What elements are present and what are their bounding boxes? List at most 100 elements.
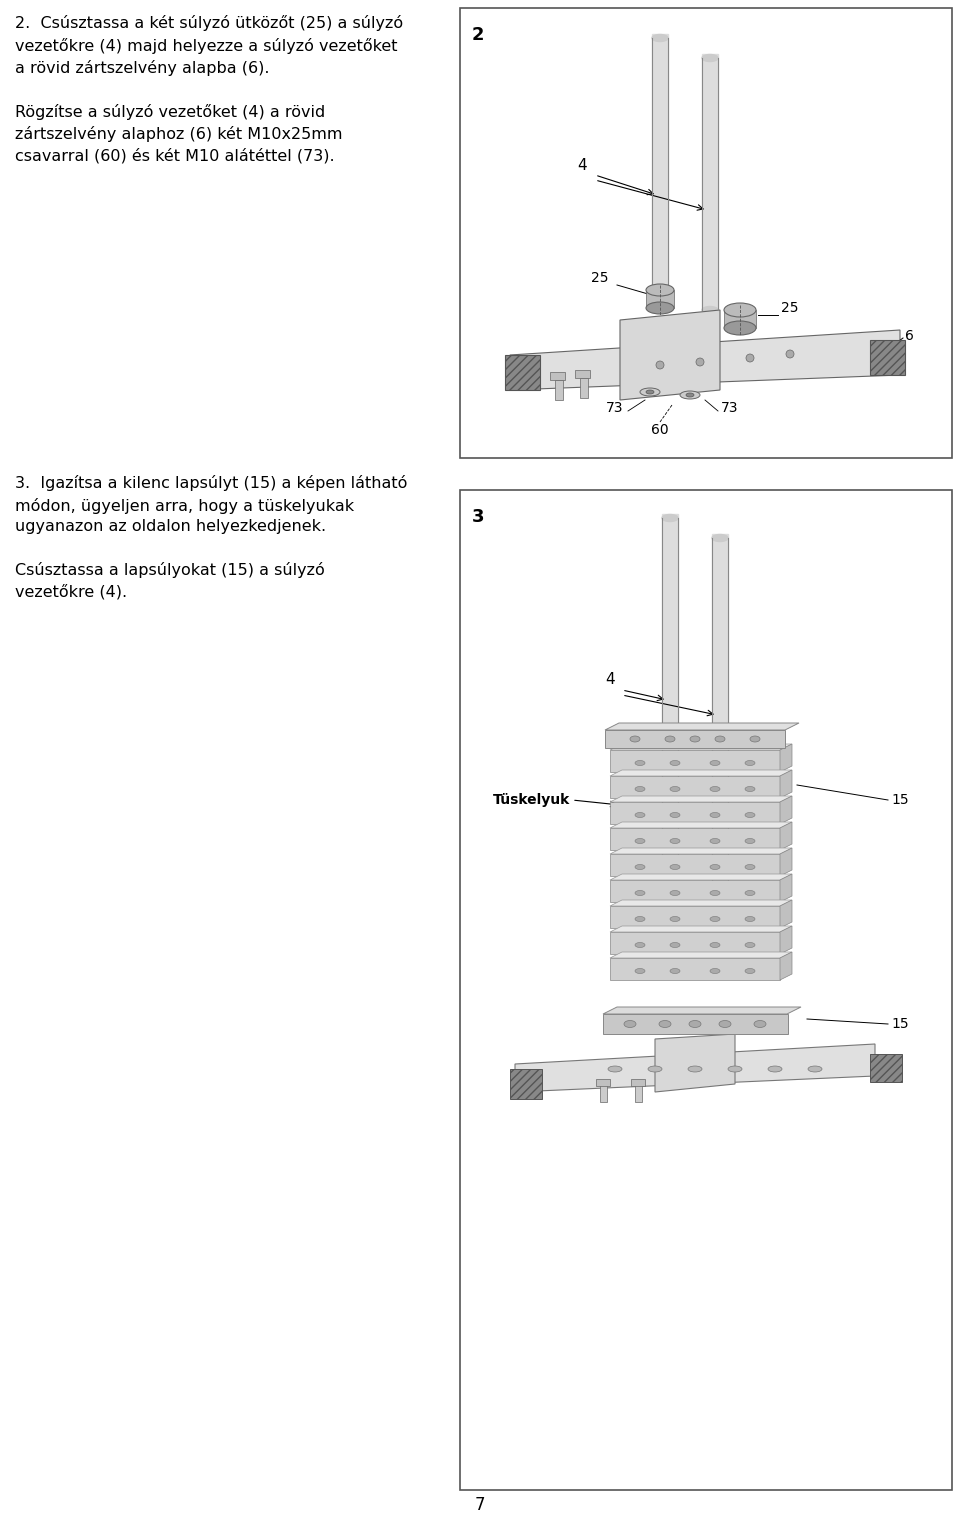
Ellipse shape — [635, 761, 645, 766]
Polygon shape — [610, 957, 780, 980]
Ellipse shape — [768, 1065, 782, 1071]
Text: Tüskelyuk: Tüskelyuk — [492, 793, 570, 807]
Bar — [870, 339, 905, 374]
Ellipse shape — [712, 534, 728, 542]
Polygon shape — [603, 1008, 801, 1014]
Polygon shape — [780, 796, 792, 823]
Ellipse shape — [652, 297, 668, 303]
Ellipse shape — [808, 1065, 822, 1071]
Ellipse shape — [710, 890, 720, 895]
Ellipse shape — [635, 942, 645, 948]
Ellipse shape — [745, 864, 755, 869]
Text: 25: 25 — [781, 301, 799, 315]
Ellipse shape — [635, 890, 645, 895]
Polygon shape — [610, 744, 792, 750]
Ellipse shape — [710, 968, 720, 974]
Ellipse shape — [710, 942, 720, 948]
Polygon shape — [610, 931, 780, 954]
Ellipse shape — [608, 1065, 622, 1071]
Ellipse shape — [635, 864, 645, 869]
Polygon shape — [610, 925, 792, 931]
Text: 73: 73 — [721, 400, 739, 416]
Polygon shape — [610, 854, 780, 877]
Ellipse shape — [652, 35, 668, 41]
Ellipse shape — [710, 813, 720, 817]
Polygon shape — [605, 723, 799, 731]
Polygon shape — [620, 310, 720, 400]
Ellipse shape — [670, 864, 680, 869]
Text: 2.  Csúsztassa a két súlyzó ütközőt (25) a súlyzó
vezetőkre (4) majd helyezze a : 2. Csúsztassa a két súlyzó ütközőt (25) … — [15, 15, 403, 164]
Ellipse shape — [728, 1065, 742, 1071]
Circle shape — [656, 361, 664, 368]
Bar — [596, 1079, 610, 1087]
Ellipse shape — [745, 839, 755, 843]
Bar — [575, 370, 590, 377]
Ellipse shape — [754, 1020, 766, 1027]
Bar — [712, 534, 728, 880]
Bar — [460, 8, 952, 458]
Polygon shape — [780, 951, 792, 980]
Ellipse shape — [690, 737, 700, 743]
Bar — [631, 1079, 645, 1087]
Polygon shape — [610, 880, 780, 903]
Ellipse shape — [702, 55, 718, 61]
Polygon shape — [780, 925, 792, 954]
Ellipse shape — [670, 813, 680, 817]
Bar — [652, 33, 668, 300]
Ellipse shape — [670, 968, 680, 974]
Polygon shape — [780, 744, 792, 772]
Ellipse shape — [710, 916, 720, 921]
Ellipse shape — [630, 737, 640, 743]
Polygon shape — [780, 900, 792, 928]
Polygon shape — [655, 1033, 735, 1091]
Ellipse shape — [624, 1020, 636, 1027]
Bar — [646, 291, 674, 307]
Bar — [600, 1084, 607, 1102]
Circle shape — [786, 350, 794, 358]
Text: 7: 7 — [475, 1496, 485, 1514]
Ellipse shape — [745, 942, 755, 948]
Ellipse shape — [635, 787, 645, 791]
Ellipse shape — [710, 864, 720, 869]
Ellipse shape — [724, 321, 756, 335]
Ellipse shape — [750, 737, 760, 743]
Ellipse shape — [646, 285, 674, 295]
Polygon shape — [610, 874, 792, 880]
Bar — [724, 310, 756, 329]
Polygon shape — [610, 770, 792, 776]
Text: 15: 15 — [891, 1017, 909, 1030]
Ellipse shape — [680, 391, 700, 399]
Ellipse shape — [635, 813, 645, 817]
Ellipse shape — [640, 388, 660, 396]
Ellipse shape — [670, 890, 680, 895]
Bar — [460, 490, 952, 1490]
Bar — [870, 1055, 902, 1082]
Ellipse shape — [670, 787, 680, 791]
Bar — [662, 514, 678, 871]
Ellipse shape — [745, 916, 755, 921]
Ellipse shape — [688, 1065, 702, 1071]
Polygon shape — [610, 951, 792, 957]
Ellipse shape — [745, 761, 755, 766]
Polygon shape — [510, 330, 900, 390]
Text: 3.  Igazítsa a kilenc lapsúlyt (15) a képen látható
módon, ügyeljen arra, hogy a: 3. Igazítsa a kilenc lapsúlyt (15) a kép… — [15, 475, 407, 600]
Bar — [635, 1084, 642, 1102]
Ellipse shape — [710, 839, 720, 843]
Ellipse shape — [670, 839, 680, 843]
Text: 4: 4 — [577, 157, 587, 172]
Ellipse shape — [745, 968, 755, 974]
Ellipse shape — [635, 916, 645, 921]
Polygon shape — [610, 906, 780, 928]
Ellipse shape — [719, 1020, 731, 1027]
Text: 60: 60 — [651, 423, 669, 437]
Polygon shape — [610, 848, 792, 854]
Polygon shape — [610, 802, 780, 823]
Bar — [603, 1014, 788, 1033]
Ellipse shape — [745, 890, 755, 895]
Ellipse shape — [689, 1020, 701, 1027]
Ellipse shape — [745, 787, 755, 791]
Ellipse shape — [648, 1065, 662, 1071]
Text: 4: 4 — [605, 673, 614, 688]
Text: 15: 15 — [891, 793, 909, 807]
Polygon shape — [780, 848, 792, 877]
